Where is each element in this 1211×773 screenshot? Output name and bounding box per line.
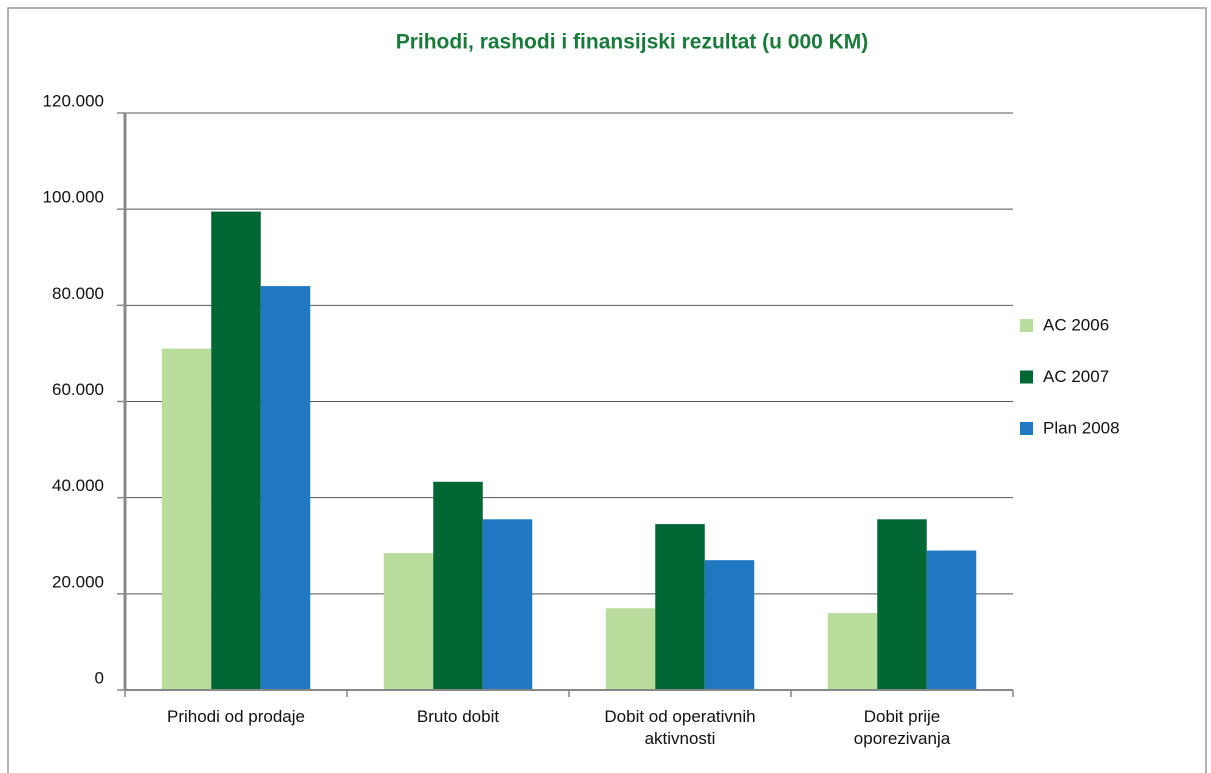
- y-tick-label: 0: [95, 668, 104, 687]
- bar: [827, 613, 878, 690]
- x-tick-label: Prihodi od prodaje: [167, 707, 305, 726]
- x-tick-label: Bruto dobit: [416, 707, 500, 726]
- bar: [211, 211, 261, 690]
- y-tick-label: 20.000: [52, 572, 104, 591]
- chart-title: Prihodi, rashodi i finansijski rezultat …: [396, 31, 869, 54]
- legend-swatch: [1020, 422, 1033, 435]
- bar: [605, 608, 656, 690]
- x-tick-label-box: Dobit prije oporezivanja: [853, 707, 951, 748]
- bar: [482, 519, 533, 690]
- bar: [161, 348, 212, 690]
- x-tick-label-box: Dobit od operativnih aktivnosti: [604, 707, 756, 748]
- y-tick-label: 120.000: [43, 91, 104, 110]
- x-tick-label: Dobit od operativnih aktivnosti: [604, 707, 756, 748]
- legend-label: AC 2007: [1043, 367, 1109, 386]
- legend-label: AC 2006: [1043, 315, 1109, 334]
- bar: [383, 552, 434, 690]
- bar: [433, 481, 483, 690]
- y-tick-label: 100.000: [43, 188, 104, 207]
- legend-swatch: [1020, 319, 1033, 332]
- legend-label: Plan 2008: [1043, 418, 1120, 437]
- x-tick-label-box: Prihodi od prodaje: [167, 707, 305, 726]
- y-tick-label: 80.000: [52, 284, 104, 303]
- x-tick-label: Dobit prije oporezivanja: [853, 707, 951, 748]
- y-tick-label: 40.000: [52, 476, 104, 495]
- x-tick-label-box: Bruto dobit: [416, 707, 500, 726]
- bar: [260, 286, 311, 690]
- bar: [704, 560, 755, 690]
- y-tick-label: 60.000: [52, 380, 104, 399]
- bar: [926, 550, 977, 690]
- legend-swatch: [1020, 370, 1033, 384]
- bar: [877, 519, 927, 690]
- bar: [655, 524, 705, 690]
